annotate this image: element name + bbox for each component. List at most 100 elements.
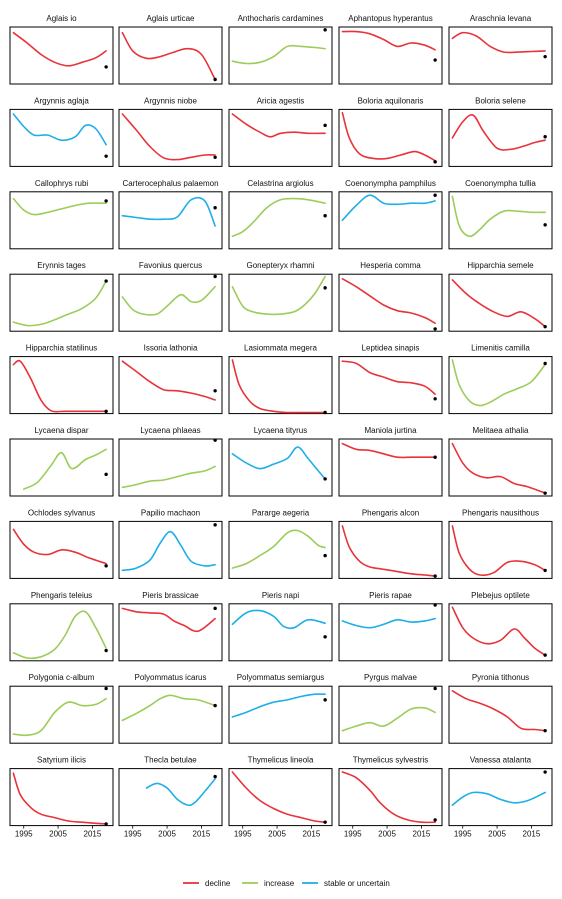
x-tick-label: 2005 [488, 830, 506, 839]
panel-pieris-rapae: Pieris rapae [338, 591, 443, 662]
panel-polyommatus-icarus: Polyommatus icarus [118, 673, 223, 744]
reference-point [104, 648, 108, 653]
panel-carterocephalus-palaemon: Carterocephalus palaemon [118, 179, 223, 250]
panel-frame [338, 108, 443, 167]
trend-line-ochlodes-sylvanus [12, 528, 107, 565]
x-tick-label: 2005 [378, 830, 396, 839]
reference-point [433, 455, 437, 459]
reference-point [543, 568, 547, 573]
panel-frame [448, 520, 553, 579]
panel-frame [118, 438, 223, 497]
reference-point [213, 155, 217, 159]
panel-frame [228, 108, 333, 167]
panel-frame [448, 603, 553, 662]
reference-point [104, 472, 108, 477]
panels-layer: Aglais io Aglais urticae Anthocharis carda… [9, 14, 553, 827]
x-tick-label: 2015 [303, 830, 321, 839]
trend-line-lycaena-phlaeas [121, 465, 216, 489]
panel-frame [118, 603, 223, 662]
x-tick-label: 1995 [234, 830, 252, 839]
reference-point [323, 123, 327, 128]
panel-title: Pararge aegeria [252, 508, 310, 517]
legend-entry-increase: increase [242, 879, 295, 888]
trend-line-polygonia-c-album [12, 697, 107, 737]
reference-point [323, 410, 327, 415]
panel-title: Papilio machaon [141, 508, 200, 517]
panel-frame [9, 356, 114, 415]
panel-title: Thymelicus sylvestris [353, 756, 429, 765]
trend-line-polyommatus-semiargus [231, 693, 326, 718]
panel-title: Pyronia tithonus [472, 673, 529, 682]
panel-frame [338, 438, 443, 497]
panel-frame [228, 603, 333, 662]
panel-phengaris-teleius: Phengaris teleius [9, 591, 114, 662]
panel-frame [9, 685, 114, 744]
panel-frame [228, 438, 333, 497]
panel-frame [118, 520, 223, 579]
trend-line-hipparchia-semele [451, 279, 546, 328]
panel-title: Lycaena phlaeas [140, 426, 200, 435]
panel-frame [338, 191, 443, 250]
reference-point [104, 279, 108, 283]
panel-vanessa-atalanta: Vanessa atalanta [448, 756, 553, 827]
panel-title: Hipparchia statilinus [26, 344, 98, 353]
trend-line-maniola-jurtina [341, 442, 436, 459]
reference-point [213, 606, 217, 611]
panel-frame [118, 273, 223, 332]
panel-coenonympha-tullia: Coenonympha tullia [448, 179, 553, 250]
x-tick-label: 2015 [193, 830, 211, 839]
panel-title: Pyrgus malvae [364, 673, 417, 682]
panel-frame [9, 26, 114, 85]
panel-frame [9, 191, 114, 250]
panel-frame [448, 356, 553, 415]
trend-line-lycaena-dispar [22, 448, 107, 490]
x-axis-layer: 1995 2005 2015 1995 2005 2015 1995 2005 2015 1995… [15, 825, 541, 839]
panel-leptidea-sinapis: Leptidea sinapis [338, 344, 443, 415]
panel-title: Aglais urticae [146, 14, 195, 23]
panel-title: Araschnia levana [470, 14, 532, 23]
panel-title: Anthocharis cardamines [238, 14, 324, 23]
panel-thymelicus-lineola: Thymelicus lineola [228, 756, 333, 827]
panel-polygonia-c-album: Polygonia c-album [9, 673, 114, 744]
reference-point [543, 653, 547, 657]
trend-line-limenitis-camilla [451, 359, 546, 407]
legend-entry-stable-or-uncertain: stable or uncertain [302, 879, 390, 888]
panel-title: Favonius quercus [139, 261, 202, 270]
reference-point [323, 286, 327, 290]
legend-label: decline [205, 879, 231, 888]
panel-frame [338, 603, 443, 662]
trend-line-satyrium-ilicis [12, 772, 107, 825]
trend-line-thecla-betulae [145, 778, 216, 807]
panel-celastrina-argiolus: Celastrina argiolus [228, 179, 333, 250]
panel-title: Issoria lathonia [144, 344, 198, 353]
trend-line-anthocharis-cardamines [231, 44, 326, 65]
trend-line-favonius-quercus [121, 285, 216, 316]
trend-line-phengaris-teleius [12, 610, 107, 660]
x-tick-label: 2005 [158, 830, 176, 839]
reference-point [543, 361, 547, 366]
legend-label: stable or uncertain [324, 879, 390, 888]
panel-coenonympha-pamphilus: Coenonympha pamphilus [338, 179, 443, 250]
panel-hipparchia-semele: Hipparchia semele [448, 261, 553, 332]
panel-polyommatus-semiargus: Polyommatus semiargus [228, 673, 333, 744]
reference-point [433, 603, 437, 607]
reference-point [323, 553, 327, 558]
reference-point [104, 65, 108, 69]
panel-frame [9, 273, 114, 332]
trend-line-hesperia-comma [341, 278, 436, 324]
panel-thymelicus-sylvestris: Thymelicus sylvestris [338, 756, 443, 827]
panel-title: Polyommatus icarus [134, 673, 206, 682]
panel-title: Pieris brassicae [142, 591, 199, 600]
panel-title: Gonepteryx rhamni [246, 261, 314, 270]
reference-point [323, 820, 327, 824]
reference-point [104, 154, 108, 158]
panel-hesperia-comma: Hesperia comma [338, 261, 443, 332]
trend-line-argynnis-niobe [121, 113, 216, 161]
reference-point [213, 438, 217, 442]
panel-title: Limenitis camilla [471, 344, 530, 353]
panel-title: Phengaris nausithous [462, 508, 539, 517]
panel-gonepteryx-rhamni: Gonepteryx rhamni [228, 261, 333, 332]
panel-maniola-jurtina: Maniola jurtina [338, 426, 443, 497]
panel-title: Polyommatus semiargus [237, 673, 325, 682]
